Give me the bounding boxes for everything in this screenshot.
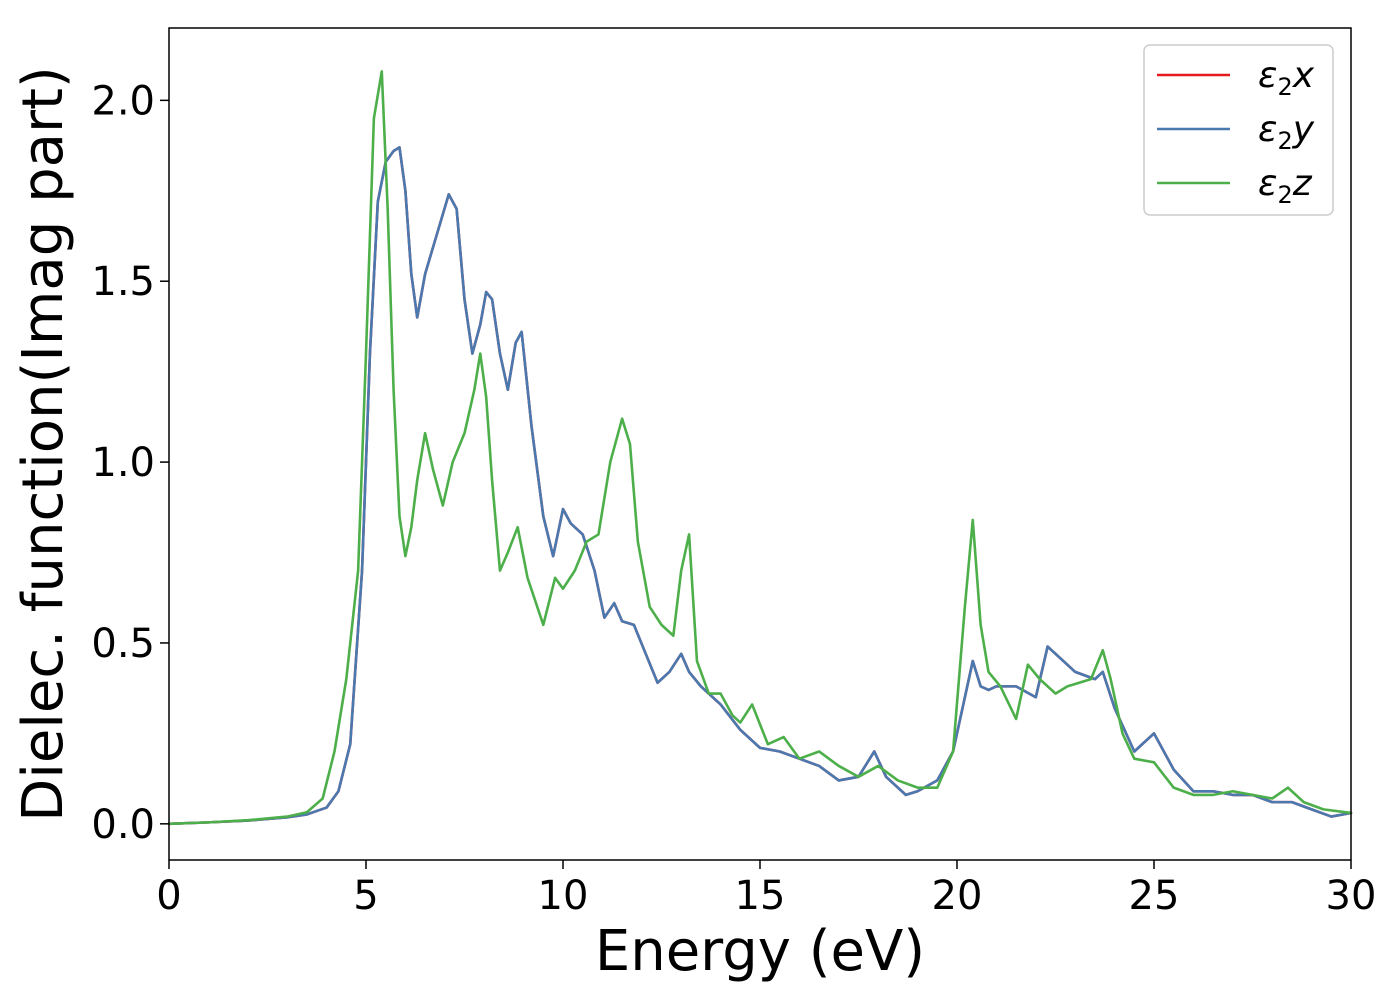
legend-items: ε2x ε2y ε2z bbox=[1157, 55, 1315, 209]
y-axis-title: Dielec. function(Imag part) bbox=[11, 66, 76, 822]
y-tick-label: 0.0 bbox=[91, 802, 155, 848]
x-tick-label: 15 bbox=[735, 873, 786, 919]
x-tick-label: 0 bbox=[156, 873, 181, 919]
legend: ε2x ε2y ε2z bbox=[1143, 44, 1334, 216]
series-line-z bbox=[167, 70, 1353, 826]
legend-box bbox=[1143, 44, 1334, 216]
legend-label-x: ε2x bbox=[1258, 55, 1315, 101]
x-axis-ticks: 0 5 10 15 20 25 30 bbox=[156, 860, 1376, 919]
x-tick-label: 10 bbox=[538, 873, 589, 919]
y-tick-label: 0.5 bbox=[91, 621, 155, 667]
x-tick-label: 30 bbox=[1326, 873, 1377, 919]
x-axis-title: Energy (eV) bbox=[595, 919, 925, 984]
x-tick-label: 20 bbox=[932, 873, 983, 919]
x-tick-label: 5 bbox=[353, 873, 378, 919]
y-tick-label: 1.5 bbox=[91, 259, 155, 305]
plot-lines bbox=[167, 70, 1353, 826]
y-tick-label: 1.0 bbox=[91, 440, 155, 486]
x-tick-label: 25 bbox=[1129, 873, 1180, 919]
legend-label-y: ε2y bbox=[1258, 109, 1315, 155]
y-axis-ticks: 0.0 0.5 1.0 1.5 2.0 bbox=[91, 78, 169, 848]
y-tick-label: 2.0 bbox=[91, 78, 155, 124]
legend-label-z: ε2z bbox=[1258, 163, 1313, 209]
